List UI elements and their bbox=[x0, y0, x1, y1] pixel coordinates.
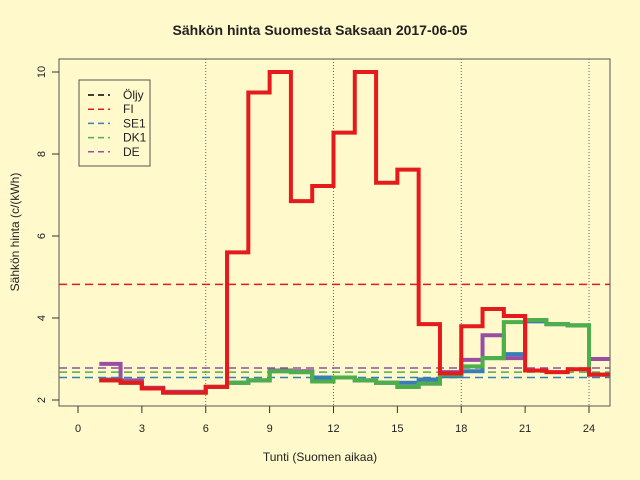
y-tick-label: 6 bbox=[36, 233, 48, 239]
legend-label: DK1 bbox=[123, 131, 147, 145]
legend-label: DE bbox=[123, 145, 140, 159]
x-tick-label: 9 bbox=[267, 423, 273, 435]
series-dk1 bbox=[99, 318, 610, 395]
y-tick-label: 10 bbox=[36, 66, 48, 78]
x-tick-label: 18 bbox=[455, 423, 467, 435]
legend-label: SE1 bbox=[123, 116, 146, 130]
y-tick-label: 8 bbox=[36, 151, 48, 157]
x-axis-label: Tunti (Suomen aikaa) bbox=[262, 450, 378, 464]
plot-frame bbox=[58, 58, 611, 407]
x-tick-label: 0 bbox=[75, 423, 81, 435]
legend-label: FI bbox=[123, 102, 134, 116]
x-tick-label: 21 bbox=[519, 423, 531, 435]
y-tick-label: 4 bbox=[36, 315, 48, 321]
x-tick-label: 24 bbox=[583, 423, 595, 435]
x-tick-label: 3 bbox=[139, 423, 145, 435]
x-tick-label: 15 bbox=[391, 423, 403, 435]
x-tick-label: 12 bbox=[327, 423, 339, 435]
x-tick-label: 6 bbox=[203, 423, 209, 435]
series-fi bbox=[99, 70, 610, 395]
chart-title: Sähkön hinta Suomesta Saksaan 2017-06-05 bbox=[172, 22, 468, 38]
legend-label: Öljy bbox=[123, 88, 144, 102]
y-tick-label: 2 bbox=[36, 397, 48, 403]
